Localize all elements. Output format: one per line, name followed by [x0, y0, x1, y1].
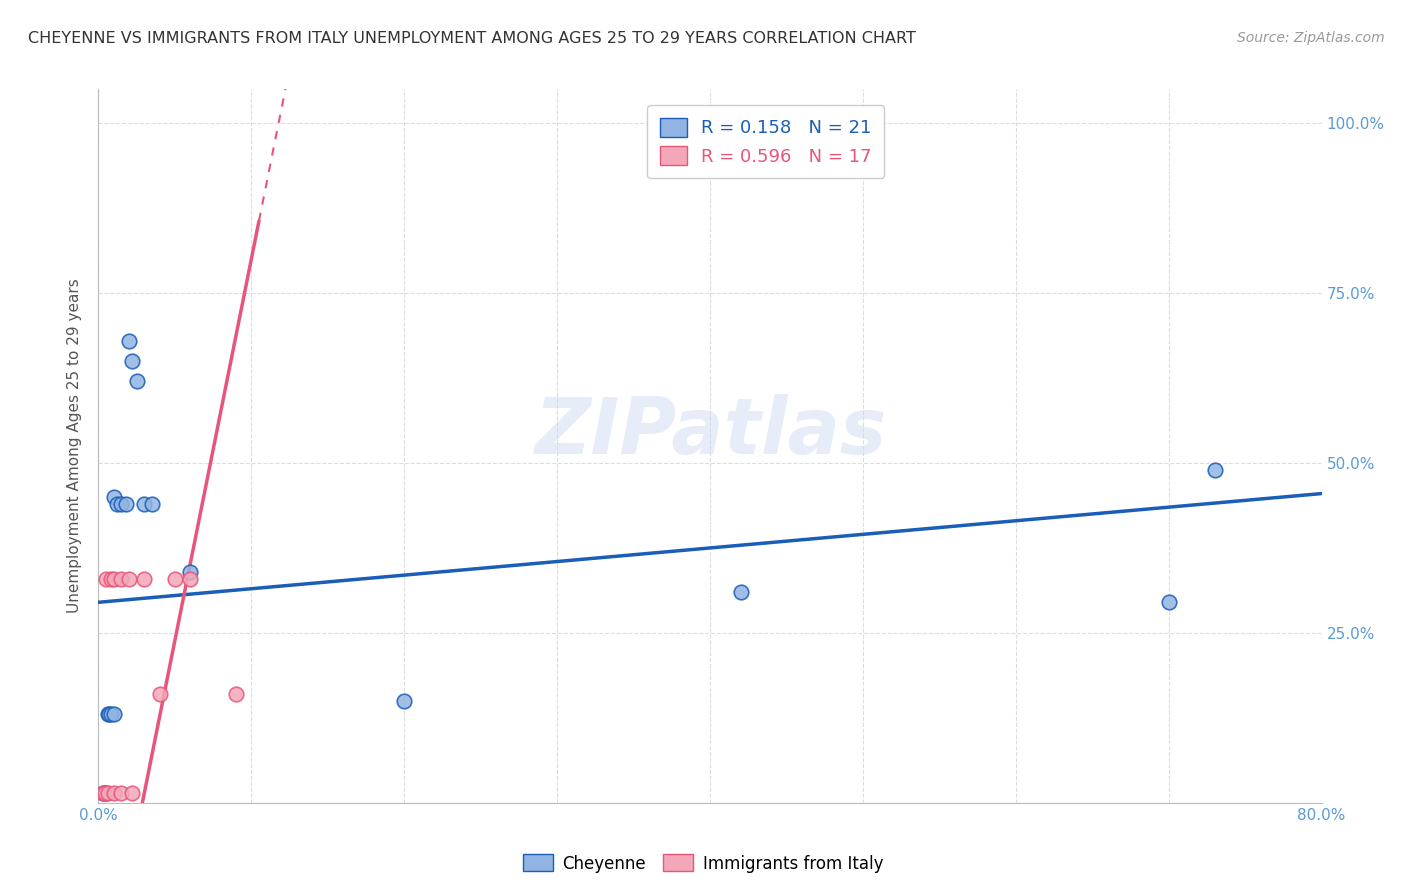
- Point: [103, 572, 125, 586]
- Point: [125, 375, 148, 389]
- Point: [97, 786, 120, 800]
- Point: [179, 565, 201, 579]
- Point: [1157, 595, 1180, 609]
- Point: [392, 694, 416, 708]
- Point: [97, 707, 120, 722]
- Point: [141, 497, 163, 511]
- Point: [121, 786, 143, 800]
- Text: ZIPatlas: ZIPatlas: [534, 393, 886, 470]
- Point: [1204, 463, 1226, 477]
- Point: [98, 707, 121, 722]
- Point: [100, 707, 122, 722]
- Point: [100, 572, 122, 586]
- Point: [110, 497, 132, 511]
- Point: [103, 707, 125, 722]
- Legend: Cheyenne, Immigrants from Italy: Cheyenne, Immigrants from Italy: [516, 847, 890, 880]
- Point: [134, 497, 156, 511]
- Point: [103, 786, 125, 800]
- Text: Source: ZipAtlas.com: Source: ZipAtlas.com: [1237, 31, 1385, 45]
- Y-axis label: Unemployment Among Ages 25 to 29 years: Unemployment Among Ages 25 to 29 years: [67, 278, 83, 614]
- Point: [94, 786, 117, 800]
- Point: [110, 572, 132, 586]
- Point: [149, 687, 172, 701]
- Point: [179, 572, 201, 586]
- Point: [105, 497, 128, 511]
- Point: [103, 490, 125, 504]
- Point: [91, 786, 114, 800]
- Point: [225, 687, 247, 701]
- Point: [134, 572, 156, 586]
- Point: [91, 786, 114, 800]
- Point: [163, 572, 186, 586]
- Point: [93, 786, 115, 800]
- Point: [93, 786, 115, 800]
- Point: [94, 572, 117, 586]
- Point: [115, 497, 138, 511]
- Point: [110, 786, 132, 800]
- Point: [118, 572, 141, 586]
- Point: [118, 334, 141, 348]
- Text: CHEYENNE VS IMMIGRANTS FROM ITALY UNEMPLOYMENT AMONG AGES 25 TO 29 YEARS CORRELA: CHEYENNE VS IMMIGRANTS FROM ITALY UNEMPL…: [28, 31, 915, 46]
- Legend: R = 0.158   N = 21, R = 0.596   N = 17: R = 0.158 N = 21, R = 0.596 N = 17: [647, 105, 884, 178]
- Point: [121, 354, 143, 368]
- Point: [730, 585, 752, 599]
